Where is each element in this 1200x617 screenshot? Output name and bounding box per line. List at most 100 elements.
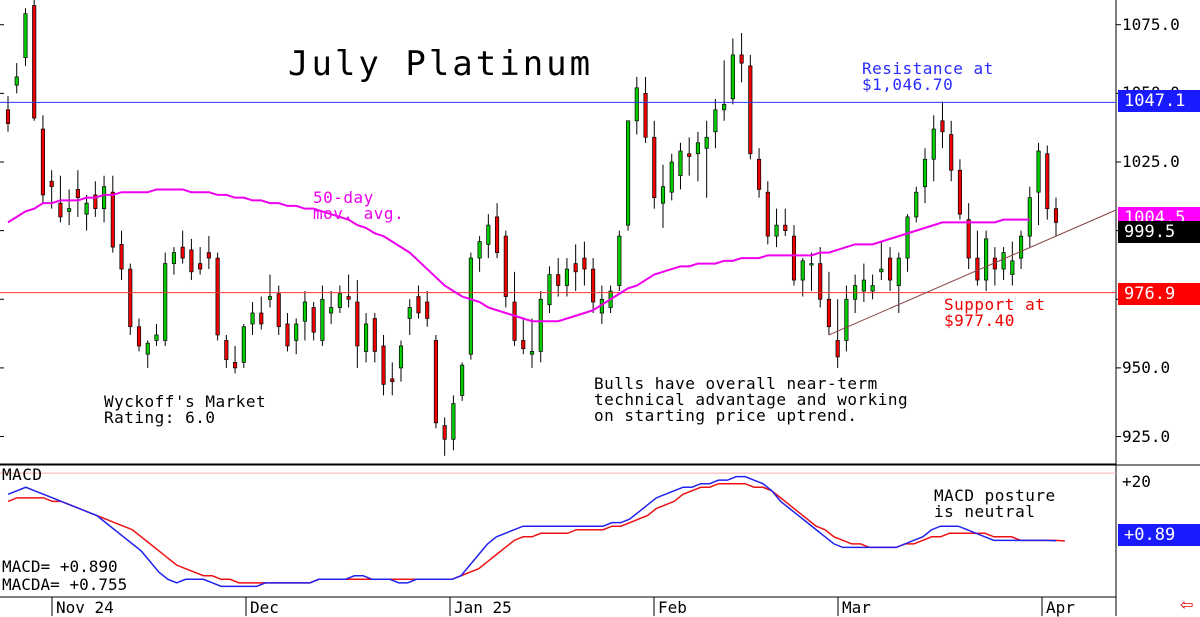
candle	[529, 318, 535, 368]
candle	[398, 340, 404, 382]
x-tick-label: Dec	[250, 598, 279, 617]
candle	[992, 247, 997, 286]
candle-body	[23, 13, 28, 59]
candle	[774, 208, 779, 248]
candle-body	[67, 208, 72, 212]
candle	[940, 101, 945, 149]
candle-body	[460, 364, 465, 396]
candle	[879, 241, 884, 281]
candle-body	[739, 54, 744, 64]
candle	[547, 266, 552, 313]
candle	[765, 181, 770, 245]
chart-title: July Platinum	[288, 44, 594, 84]
candle	[32, 0, 37, 121]
candle	[800, 258, 805, 297]
candle	[922, 148, 928, 204]
x-tick-label: Mar	[842, 598, 871, 617]
candle	[564, 258, 569, 297]
x-tick-label: Nov 24	[56, 598, 114, 617]
candle	[966, 203, 971, 270]
candle	[23, 8, 28, 66]
candle-body	[5, 109, 11, 124]
candlesticks	[5, 0, 1059, 456]
candle-body	[800, 260, 805, 281]
candle	[643, 76, 648, 143]
candle-body	[722, 103, 727, 111]
candle-body	[49, 180, 54, 188]
candle	[888, 247, 893, 292]
candle	[5, 96, 11, 132]
support-annotation-line1: Support at	[944, 295, 1046, 314]
candle	[486, 214, 491, 259]
candle-body	[730, 54, 735, 100]
candle-body	[189, 249, 194, 273]
price-tag: 976.9	[1118, 283, 1200, 306]
candle	[931, 115, 936, 182]
macda-value: +0.755	[69, 575, 128, 594]
price-tag: 999.5	[1118, 221, 1200, 243]
macd-annotation-line1: MACD posture	[934, 486, 1056, 505]
candle-body	[180, 246, 185, 259]
candle-body	[844, 298, 849, 341]
bulls-annotation-line2: technical advantage and working	[594, 390, 909, 409]
candle-body	[940, 120, 945, 133]
candle-body	[433, 340, 438, 424]
candle	[757, 148, 762, 198]
candle	[826, 271, 831, 335]
macd-panel	[0, 472, 1116, 588]
candle-body	[713, 109, 718, 133]
candle-body	[477, 241, 482, 259]
candle	[512, 271, 517, 346]
candle	[687, 137, 692, 176]
candle	[660, 164, 666, 228]
candle	[154, 323, 159, 346]
candle-body	[896, 257, 901, 286]
candle-body	[320, 298, 325, 341]
candle	[198, 247, 203, 275]
candle	[582, 241, 587, 286]
scroll-arrow-icon[interactable]: ⇦	[1180, 595, 1194, 614]
candle-body	[774, 224, 779, 237]
candle	[294, 318, 299, 355]
candle	[468, 252, 473, 360]
candle-body	[564, 268, 569, 286]
candle-body	[984, 238, 989, 281]
candle	[713, 98, 718, 149]
candle	[730, 38, 735, 105]
candle-body	[809, 263, 814, 266]
candle-body	[302, 301, 307, 322]
candle	[1010, 241, 1015, 286]
candle	[975, 230, 980, 286]
candle-body	[311, 307, 316, 333]
candle	[267, 274, 273, 308]
candle	[905, 214, 910, 272]
candle	[1053, 197, 1059, 237]
price-tag: 1047.1	[1118, 90, 1200, 113]
candle-body	[1036, 150, 1041, 193]
candle	[1045, 145, 1050, 220]
candle-body	[818, 263, 823, 300]
candle-body	[591, 268, 596, 303]
candle-body	[669, 161, 674, 193]
candle	[346, 274, 351, 308]
candle-body	[704, 136, 709, 149]
candle	[311, 302, 316, 341]
candle	[896, 252, 901, 313]
candle-body	[276, 293, 281, 328]
candle	[634, 76, 639, 135]
x-tick-label: Feb	[658, 598, 687, 617]
candle-body	[364, 323, 369, 352]
candle-body	[1019, 235, 1024, 259]
candle-body	[765, 191, 770, 237]
candle	[669, 153, 674, 201]
candle-body	[128, 268, 133, 328]
candle-body	[503, 235, 508, 297]
candle	[40, 115, 45, 204]
rating-annotation-line2: Rating: 6.0	[104, 408, 216, 427]
candle	[372, 312, 377, 363]
candle-body	[888, 257, 893, 281]
candle	[844, 285, 849, 352]
candle-body	[136, 326, 142, 347]
candle	[984, 230, 989, 292]
